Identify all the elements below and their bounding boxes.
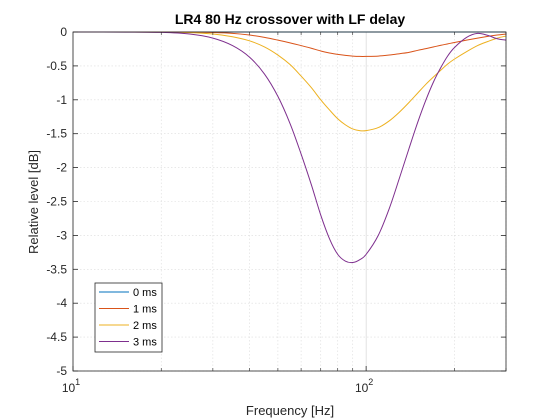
y-tick-label: -0.5 bbox=[46, 59, 67, 73]
y-tick-label: 0 bbox=[60, 25, 67, 39]
y-tick-labels: 0 -0.5 -1 -1.5 -2 -2.5 -3 -3.5 -4 -4.5 -5 bbox=[46, 25, 67, 378]
x-tick-label: 102 bbox=[355, 377, 373, 395]
legend-entry: 2 ms bbox=[133, 320, 157, 332]
legend-entry: 3 ms bbox=[133, 337, 157, 349]
y-tick-label: -1 bbox=[56, 93, 67, 107]
y-tick-label: -1.5 bbox=[46, 127, 67, 141]
y-tick-label: -2.5 bbox=[46, 195, 67, 209]
legend: 0 ms 1 ms 2 ms 3 ms bbox=[94, 282, 163, 353]
axis-ticks bbox=[72, 31, 507, 372]
y-axis-label: Relative level [dB] bbox=[26, 150, 41, 254]
x-tick-exponent: 2 bbox=[368, 377, 373, 387]
x-tick-label: 101 bbox=[62, 377, 80, 395]
x-tick-labels: 101 102 bbox=[62, 377, 374, 395]
y-tick-label: -4.5 bbox=[46, 330, 67, 344]
y-tick-label: -5 bbox=[56, 364, 67, 378]
x-tick-base: 10 bbox=[62, 381, 76, 395]
x-tick-exponent: 1 bbox=[75, 377, 80, 387]
series-line-3 bbox=[72, 31, 507, 132]
legend-box bbox=[94, 282, 163, 353]
y-tick-label: -2 bbox=[56, 161, 67, 175]
series-line-2 bbox=[72, 31, 507, 57]
legend-entry: 0 ms bbox=[133, 287, 157, 299]
y-tick-label: -3.5 bbox=[46, 262, 67, 276]
y-tick-label: -4 bbox=[56, 296, 67, 310]
legend-entry: 1 ms bbox=[133, 304, 157, 316]
series-line-4 bbox=[72, 31, 507, 264]
y-tick-label: -3 bbox=[56, 228, 67, 242]
x-axis-label: Frequency [Hz] bbox=[246, 403, 334, 418]
chart-title: LR4 80 Hz crossover with LF delay bbox=[175, 11, 406, 27]
x-tick-base: 10 bbox=[355, 381, 369, 395]
